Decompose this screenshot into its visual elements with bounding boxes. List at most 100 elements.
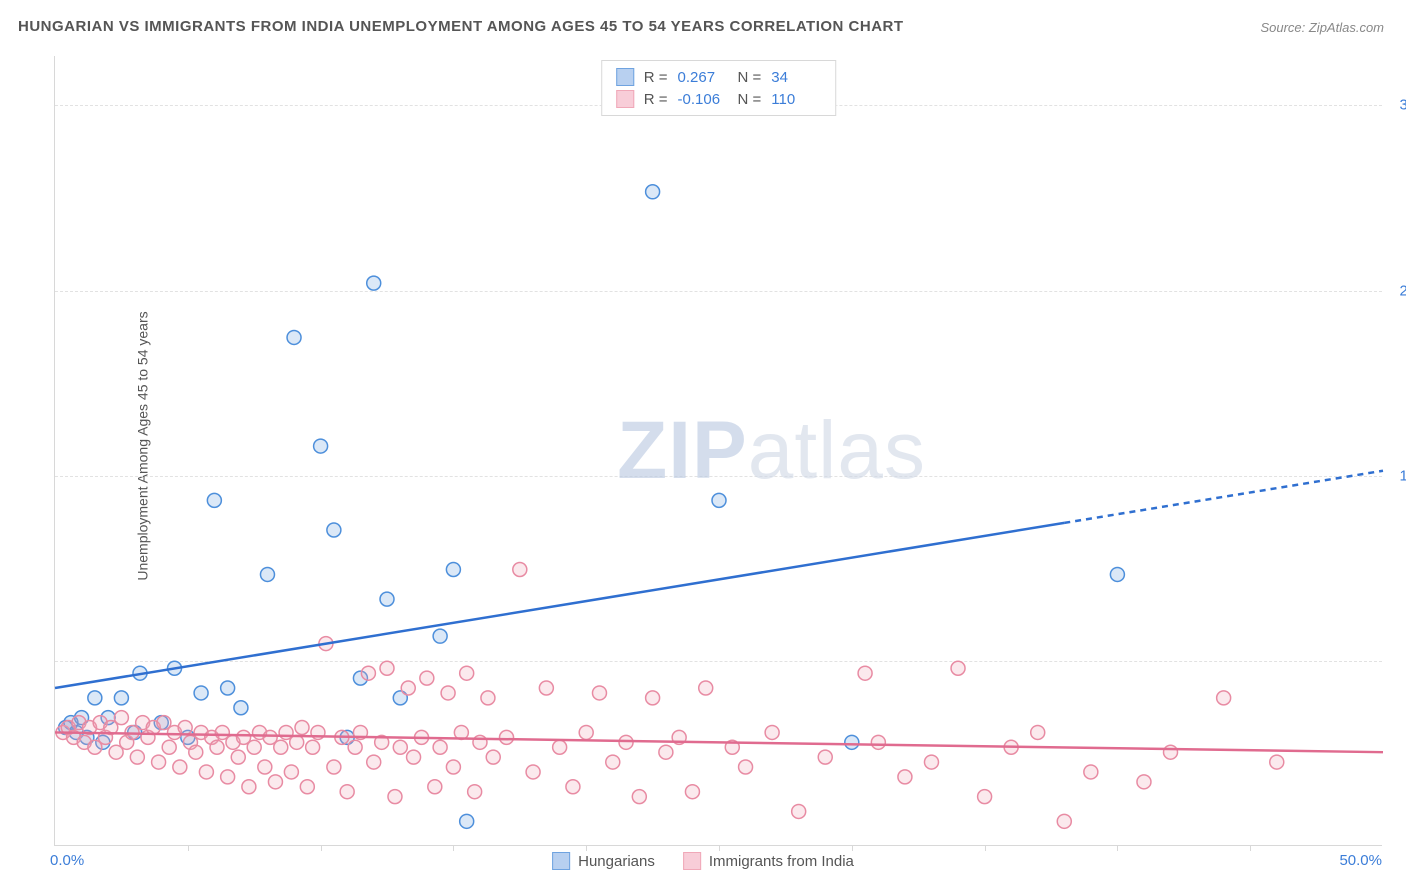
scatter-point [951, 661, 965, 675]
scatter-point [130, 750, 144, 764]
x-tick [188, 845, 189, 851]
x-tick [321, 845, 322, 851]
scatter-point [699, 681, 713, 695]
scatter-point [468, 785, 482, 799]
scatter-point [314, 439, 328, 453]
scatter-point [566, 780, 580, 794]
x-axis-min-label: 0.0% [50, 852, 84, 869]
scatter-point [428, 780, 442, 794]
scatter-point [481, 691, 495, 705]
scatter-point [173, 760, 187, 774]
scatter-point [300, 780, 314, 794]
stats-row-india: R = -0.106 N = 110 [616, 88, 822, 110]
scatter-point [327, 760, 341, 774]
scatter-point [380, 661, 394, 675]
x-axis-max-label: 50.0% [1339, 852, 1382, 869]
n-value-india: 110 [771, 91, 821, 108]
scatter-point [88, 691, 102, 705]
scatter-point [632, 790, 646, 804]
y-tick-label: 30.0% [1390, 97, 1406, 114]
y-tick-label: 22.5% [1390, 282, 1406, 299]
scatter-point [685, 785, 699, 799]
scatter-point [592, 686, 606, 700]
x-tick [586, 845, 587, 851]
scatter-point [199, 765, 213, 779]
scatter-point [539, 681, 553, 695]
r-label: R = [644, 69, 668, 86]
scatter-point [247, 740, 261, 754]
n-label: N = [738, 69, 762, 86]
scatter-point [579, 725, 593, 739]
r-value-hungarians: 0.267 [678, 69, 728, 86]
stats-row-hungarians: R = 0.267 N = 34 [616, 66, 822, 88]
scatter-point [1217, 691, 1231, 705]
scatter-point [420, 671, 434, 685]
scatter-point [401, 681, 415, 695]
scatter-point [1270, 755, 1284, 769]
scatter-point [234, 701, 248, 715]
scatter-point [1110, 567, 1124, 581]
scatter-point [306, 740, 320, 754]
x-tick [1117, 845, 1118, 851]
stats-legend: R = 0.267 N = 34 R = -0.106 N = 110 [601, 60, 837, 116]
scatter-point [712, 493, 726, 507]
scatter-point [194, 686, 208, 700]
scatter-point [242, 780, 256, 794]
bottom-legend: Hungarians Immigrants from India [552, 852, 854, 870]
scatter-point [619, 735, 633, 749]
scatter-point [295, 721, 309, 735]
scatter-point [393, 740, 407, 754]
scatter-point [1084, 765, 1098, 779]
scatter-point [1057, 814, 1071, 828]
x-tick [985, 845, 986, 851]
scatter-point [446, 563, 460, 577]
scatter-point [871, 735, 885, 749]
x-tick [852, 845, 853, 851]
scatter-point [162, 740, 176, 754]
scatter-point [380, 592, 394, 606]
x-tick [1250, 845, 1251, 851]
chart-title: HUNGARIAN VS IMMIGRANTS FROM INDIA UNEMP… [18, 18, 904, 35]
swatch-hungarians [616, 68, 634, 86]
legend-swatch-hungarians [552, 852, 570, 870]
scatter-point [898, 770, 912, 784]
scatter-point [858, 666, 872, 680]
scatter-point [221, 770, 235, 784]
scatter-point [361, 666, 375, 680]
scatter-point [1164, 745, 1178, 759]
n-label: N = [738, 91, 762, 108]
scatter-point [473, 735, 487, 749]
plot-area: ZIPatlas R = 0.267 N = 34 R = -0.106 N =… [54, 56, 1382, 846]
legend-item-hungarians: Hungarians [552, 852, 655, 870]
scatter-point [210, 740, 224, 754]
trend-line [55, 523, 1064, 688]
scatter-point [500, 730, 514, 744]
scatter-point [287, 330, 301, 344]
legend-label-hungarians: Hungarians [578, 853, 655, 870]
scatter-point [348, 740, 362, 754]
scatter-point [340, 785, 354, 799]
scatter-point [924, 755, 938, 769]
scatter-point [513, 563, 527, 577]
scatter-point [189, 745, 203, 759]
scatter-point [327, 523, 341, 537]
scatter-point [114, 711, 128, 725]
scatter-point [606, 755, 620, 769]
scatter-point [221, 681, 235, 695]
trend-line-dashed [1064, 471, 1383, 523]
scatter-point [433, 629, 447, 643]
x-tick [719, 845, 720, 851]
scatter-point [260, 567, 274, 581]
scatter-point [659, 745, 673, 759]
scatter-point [460, 814, 474, 828]
scatter-point [284, 765, 298, 779]
scatter-point [1031, 725, 1045, 739]
r-label: R = [644, 91, 668, 108]
scatter-point [486, 750, 500, 764]
scatter-point [367, 276, 381, 290]
y-tick-label: 15.0% [1390, 467, 1406, 484]
scatter-point [178, 721, 192, 735]
scatter-point [460, 666, 474, 680]
scatter-point [1137, 775, 1151, 789]
x-tick [453, 845, 454, 851]
